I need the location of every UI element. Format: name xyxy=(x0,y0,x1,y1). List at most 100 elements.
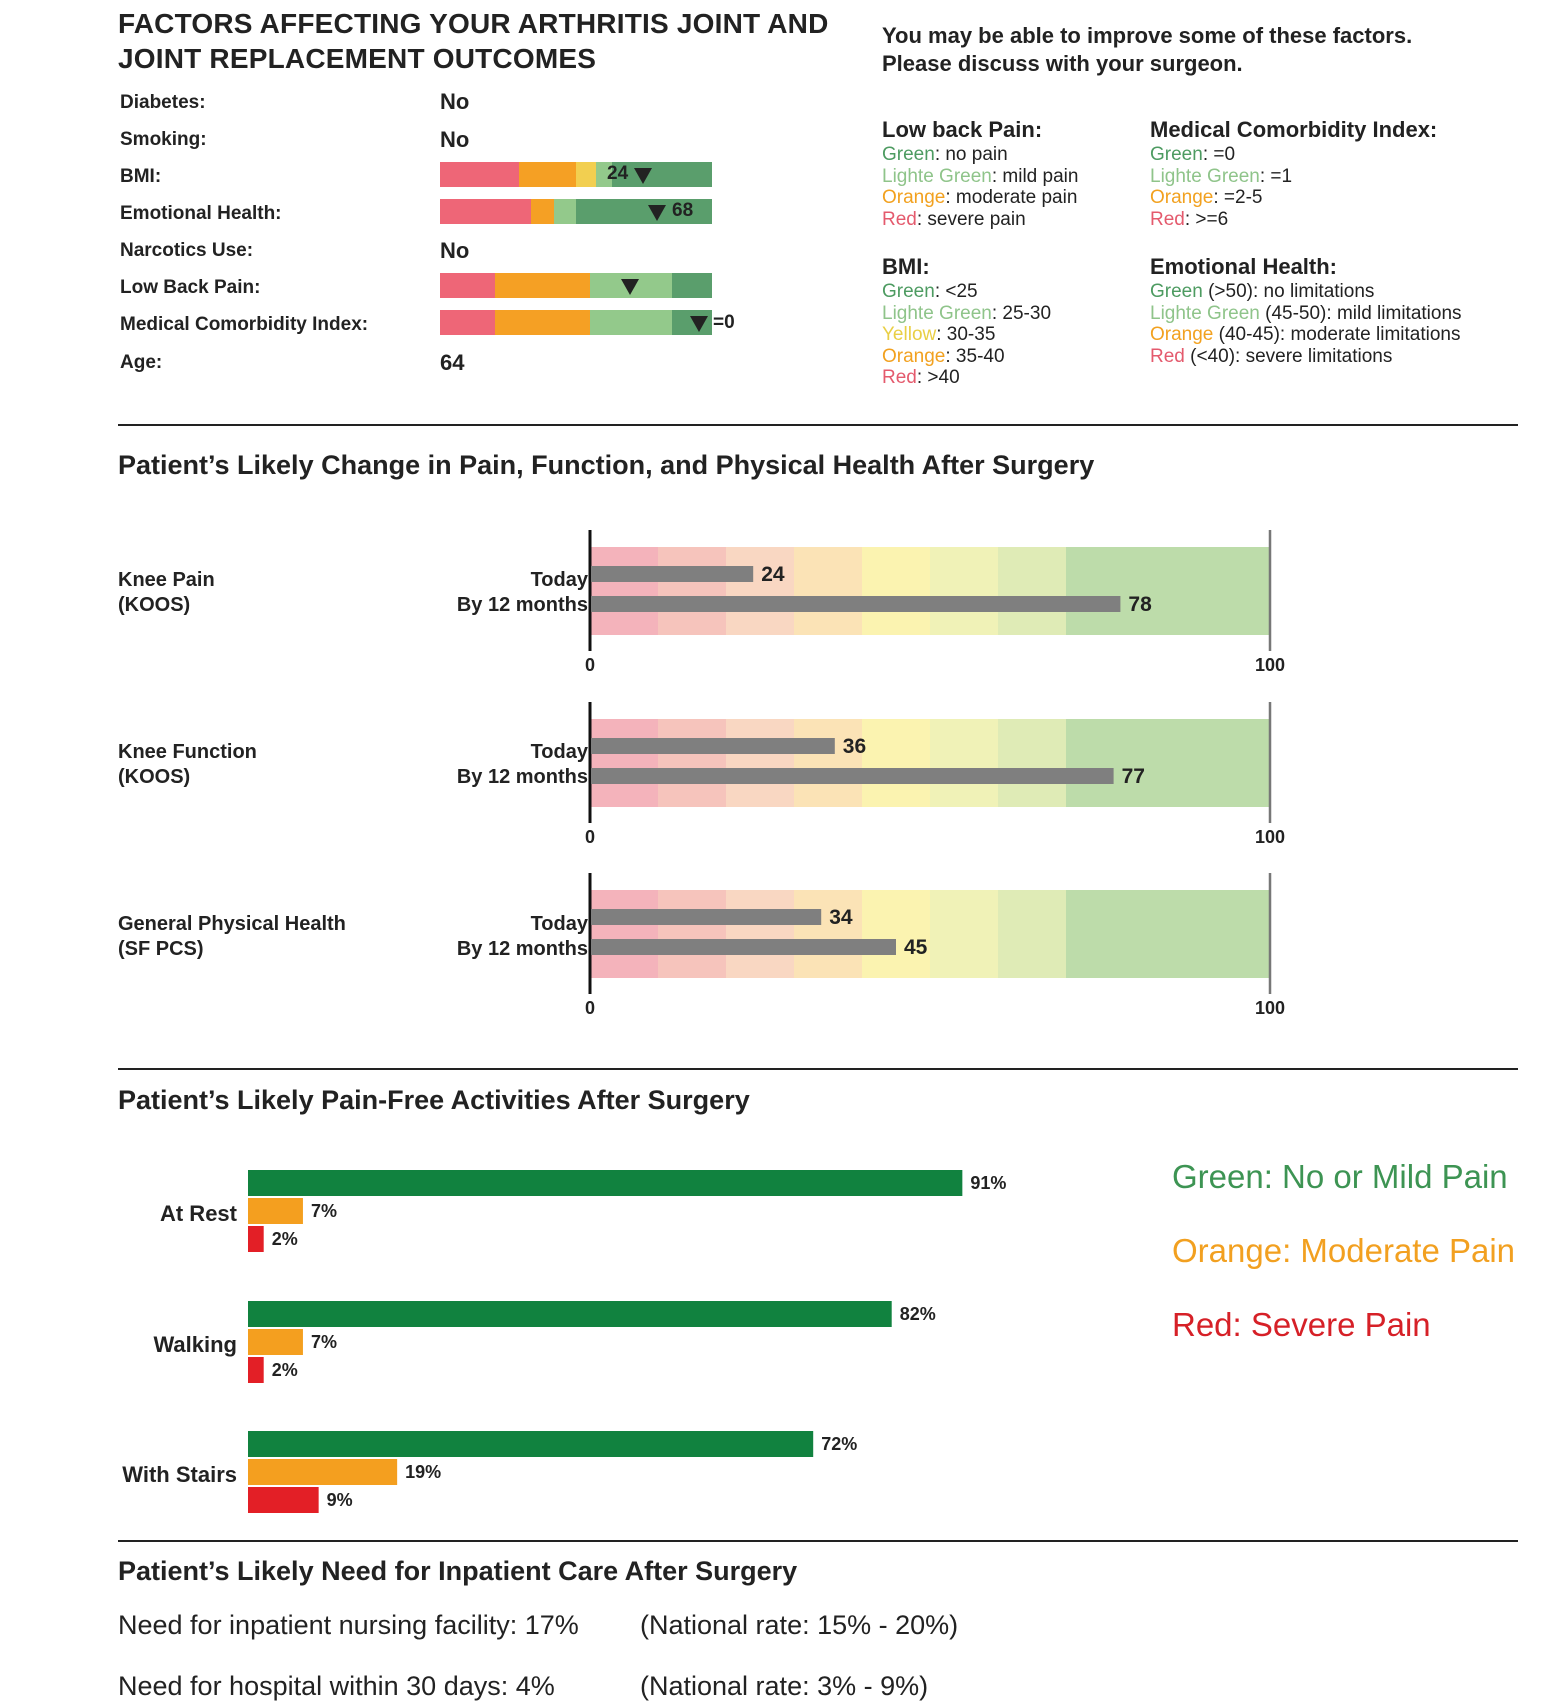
activity-label: At Rest xyxy=(160,1201,238,1226)
background-band xyxy=(862,719,930,807)
comorbidity-label: Medical Comorbidity Index: xyxy=(120,314,369,335)
general-physical-health-row-labels: Today By 12 months xyxy=(400,912,588,962)
legend-text: : moderate pain xyxy=(945,187,1078,208)
background-band xyxy=(930,890,998,978)
axis-min-label: 0 xyxy=(585,998,595,1018)
legend-key: Red xyxy=(882,367,917,388)
smoking-label: Smoking: xyxy=(120,129,207,150)
low-back-pain-legend: Low back Pain: Green: no pain Lighte Green… xyxy=(882,116,1078,230)
today-label: Today xyxy=(530,741,588,763)
gauge-light-green-segment xyxy=(596,162,612,187)
background-band xyxy=(794,547,862,635)
activities-legend-red: Red: Severe Pain xyxy=(1172,1306,1431,1343)
value-label: 24 xyxy=(761,563,785,586)
legend-key: Orange xyxy=(882,345,946,367)
background-band xyxy=(1066,547,1270,635)
low-back-pain-label: Low Back Pain: xyxy=(120,277,261,298)
legend-key: Orange xyxy=(882,187,946,208)
gauge-orange-segment xyxy=(519,162,576,187)
legend-item: Green (>50): no limitations xyxy=(1150,281,1462,303)
age-label: Age: xyxy=(120,352,163,373)
legend-text: : <25 xyxy=(934,281,978,302)
knee-function-row-labels: Today By 12 months xyxy=(400,740,588,790)
today-label: Today xyxy=(530,913,588,935)
value-bar xyxy=(591,909,822,925)
background-band xyxy=(658,719,726,807)
diabetes-label: Diabetes: xyxy=(120,92,206,113)
hospital-readmission-national-rate: (National rate: 3% - 9%) xyxy=(640,1671,929,1701)
activity-bar xyxy=(248,1301,892,1327)
legend-item: Orange: =2-5 xyxy=(1150,187,1437,209)
today-label: Today xyxy=(530,569,588,591)
legend-text: (45-50): mild limitations xyxy=(1259,302,1462,324)
legend-text: : =1 xyxy=(1259,165,1293,187)
background-band xyxy=(726,719,794,807)
background-band xyxy=(590,890,658,978)
value-bar xyxy=(591,768,1114,784)
legend-text: : 35-40 xyxy=(945,345,1005,367)
legend-item: Red (<40): severe limitations xyxy=(1150,346,1462,368)
legend-title: Emotional Health: xyxy=(1150,254,1338,279)
legend-key: Green xyxy=(882,281,935,302)
legend-title: Medical Comorbidity Index: xyxy=(1150,117,1438,142)
legend-key: Lighte Green xyxy=(1150,165,1260,187)
legend-title: BMI: xyxy=(882,254,930,279)
value-bar xyxy=(591,596,1121,612)
improve-note-line-1: You may be able to improve some of these… xyxy=(882,23,1413,48)
background-band xyxy=(794,890,862,978)
background-band xyxy=(862,547,930,635)
gauge-red-segment xyxy=(440,310,495,335)
comorbidity-gauge: =0 xyxy=(440,310,735,335)
legend-item: Lighte Green: =1 xyxy=(1150,166,1437,188)
legend-item: Red: >=6 xyxy=(1150,209,1437,231)
value-label: 77 xyxy=(1122,765,1145,788)
activity-value-label: 9% xyxy=(327,1490,353,1510)
knee-pain-label: Knee Pain (KOOS) xyxy=(118,569,215,616)
knee-pain-row-labels: Today By 12 months xyxy=(400,568,588,618)
gauge-light-green-segment xyxy=(554,199,576,224)
legend-key: Red xyxy=(1150,208,1185,230)
age-value: 64 xyxy=(440,350,465,375)
legend-key: Green xyxy=(1150,281,1203,302)
legend-item: Lighte Green: mild pain xyxy=(882,166,1078,188)
report-title-line-1: FACTORS AFFECTING YOUR ARTHRITIS JOINT A… xyxy=(118,8,829,39)
gauge-green-segment xyxy=(576,199,712,224)
background-band xyxy=(998,890,1066,978)
value-label: 36 xyxy=(843,735,866,758)
legend-text: (40-45): moderate limitations xyxy=(1213,324,1461,345)
by-12-months-label: By 12 months xyxy=(456,938,588,960)
gauge-green-segment xyxy=(612,162,712,187)
legend-key: Lighte Green xyxy=(1150,302,1260,324)
legend-item: Lighte Green: 25-30 xyxy=(882,303,1051,325)
activity-value-label: 2% xyxy=(272,1360,298,1380)
activity-value-label: 72% xyxy=(821,1434,857,1454)
legend-item: Red: >40 xyxy=(882,367,1051,389)
nursing-facility-text: Need for inpatient nursing facility: 17% xyxy=(118,1610,579,1640)
gauge-red-segment xyxy=(440,199,531,224)
gauge-red-segment xyxy=(440,162,519,187)
inpatient-title: Patient’s Likely Need for Inpatient Care… xyxy=(118,1556,798,1586)
low-back-pain-marker-icon xyxy=(621,279,639,295)
activity-value-label: 19% xyxy=(405,1462,441,1482)
activity-bar xyxy=(248,1329,303,1355)
comorbidity-legend: Medical Comorbidity Index: Green: =0 Light… xyxy=(1150,116,1437,230)
background-band xyxy=(998,719,1066,807)
knee-pain-chart: 24 78 0 100 xyxy=(585,530,1285,675)
value-bar xyxy=(591,738,835,754)
legend-key: Yellow xyxy=(882,324,937,345)
general-physical-health-chart: 34 45 0 100 xyxy=(585,873,1285,1018)
legend-key: Green xyxy=(882,144,935,165)
legend-item: Green: no pain xyxy=(882,144,1078,166)
activity-bar xyxy=(248,1226,264,1252)
legend-item: Red: severe pain xyxy=(882,209,1078,231)
axis-min-label: 0 xyxy=(585,827,595,847)
legend-key: Red xyxy=(882,208,917,230)
axis-max-label: 100 xyxy=(1255,655,1285,675)
legend-item: Orange: moderate pain xyxy=(882,187,1078,209)
legend-text: : =0 xyxy=(1202,144,1236,165)
section-divider xyxy=(118,424,1518,426)
legend-item: Green: =0 xyxy=(1150,144,1437,166)
legend-key: Green xyxy=(1150,144,1203,165)
outcomes-title: Patient’s Likely Change in Pain, Functio… xyxy=(118,450,1095,480)
activities-chart: At Rest 91% 7% 2% Walking 82% 7% 2% With Stairs 7… xyxy=(122,1170,1006,1513)
